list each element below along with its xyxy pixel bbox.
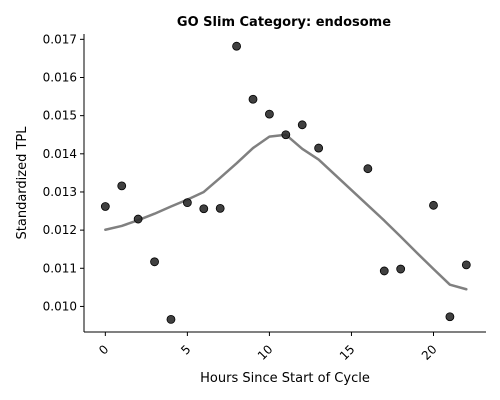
y-tick-label: 0.012 — [43, 223, 77, 237]
data-point — [199, 204, 209, 214]
y-axis-label: Standardized TPL — [15, 126, 30, 240]
data-point — [265, 109, 274, 119]
data-point — [445, 312, 455, 322]
data-point — [429, 200, 438, 210]
x-tick-label: 20 — [419, 342, 440, 363]
y-axis-ticks: 0.010 0.011 0.012 0.013 0.014 0.015 0.016 0.017 — [43, 32, 84, 313]
trend-line — [104, 133, 468, 291]
y-tick-label: 0.014 — [43, 147, 77, 161]
y-tick-label: 0.011 — [43, 261, 77, 275]
data-point — [461, 260, 471, 270]
data-point — [314, 143, 324, 153]
data-point — [117, 181, 127, 191]
data-point — [379, 266, 389, 276]
x-axis-ticks: 0 5 10 15 20 — [96, 332, 440, 363]
data-point — [248, 94, 258, 104]
x-tick-label: 5 — [178, 342, 193, 357]
y-tick-label: 0.016 — [43, 70, 77, 84]
x-axis-label: Hours Since Start of Cycle — [200, 371, 370, 386]
data-point — [232, 41, 241, 51]
x-tick-label: 10 — [255, 342, 276, 363]
data-point — [215, 203, 225, 213]
data-point — [363, 164, 373, 174]
y-tick-label: 0.015 — [43, 109, 77, 123]
x-tick-label: 0 — [96, 342, 111, 357]
y-tick-label: 0.013 — [43, 185, 77, 199]
data-point — [281, 130, 291, 140]
data-point — [133, 214, 143, 224]
data-point — [396, 264, 406, 274]
y-tick-label: 0.017 — [43, 32, 77, 46]
chart-title: GO Slim Category: endosome — [177, 15, 391, 30]
data-point — [150, 257, 159, 267]
data-point — [166, 315, 176, 324]
data-points — [100, 41, 471, 324]
x-tick-label: 15 — [337, 342, 358, 363]
data-point — [297, 120, 307, 130]
data-point — [182, 198, 192, 208]
y-tick-label: 0.010 — [43, 299, 77, 313]
data-point — [100, 202, 110, 211]
